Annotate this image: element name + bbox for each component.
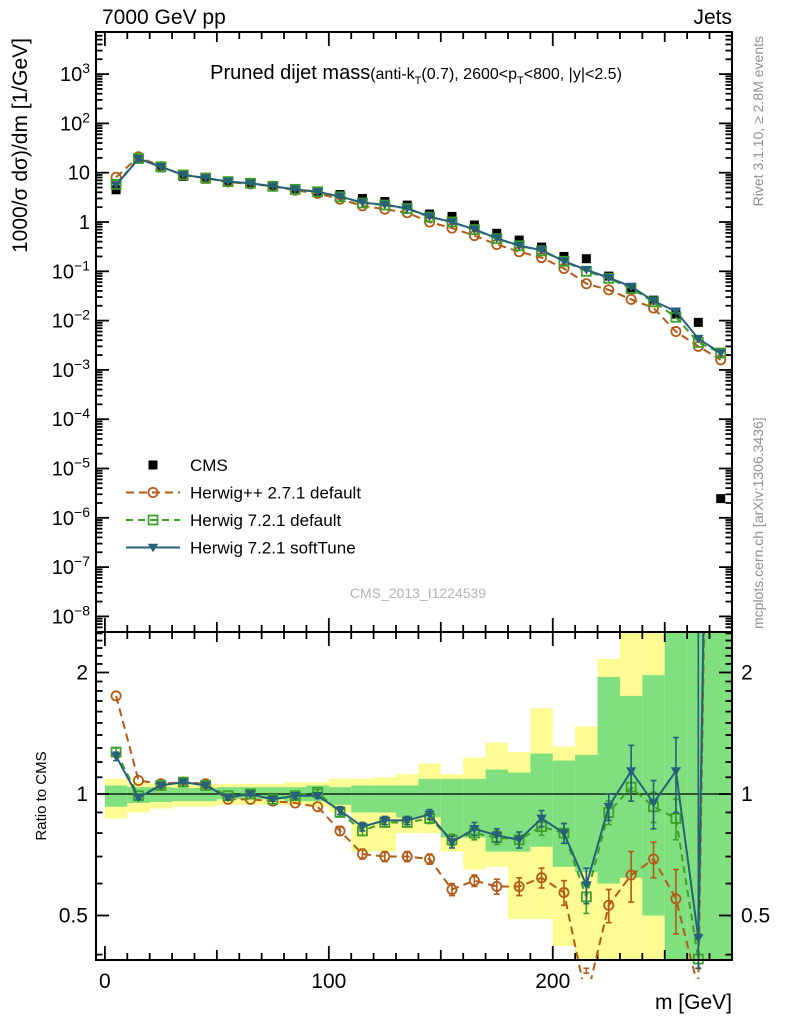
collision-header: 7000 GeV pp [102, 6, 226, 29]
y-axis-label-main: 1000/σ dσ)/dm [1/GeV] [9, 38, 32, 253]
main-series-cms [111, 153, 726, 504]
y-tick-label: 10−1 [52, 257, 90, 283]
ratio-tick-label-left: 1 [76, 783, 88, 806]
y-tick-label: 102 [60, 109, 90, 135]
main-plot-title: Pruned dijet mass(anti-kT(0.7), 2600<pT<… [210, 62, 622, 87]
legend-label: Herwig++ 2.7.1 default [190, 484, 361, 503]
legend-item-herwig-2-7-1-default: Herwig++ 2.7.1 default [126, 484, 361, 503]
ratio-series-herwig-7-2-1-softtune [110, 632, 705, 970]
ratio-tick-label-left: 0.5 [59, 905, 88, 928]
ratio-tick-label-right: 1 [741, 783, 753, 806]
y-tick-label: 103 [60, 60, 90, 86]
y-tick-label: 10−5 [52, 455, 90, 481]
y-tick-label: 1 [79, 212, 90, 234]
ratio-panel-frame [95, 631, 733, 961]
legend-item-herwig-7-2-1-default: Herwig 7.2.1 default [126, 511, 341, 530]
axis-tick-labels: 10310210110−110−210−310−410−510−610−710−… [52, 60, 770, 993]
ratio-uncertainty-bands [104, 632, 732, 960]
y-tick-label: 10−7 [52, 553, 90, 579]
legend: CMS Herwig++ 2.7.1 default Herwig 7.2.1 de… [126, 456, 361, 558]
legend-item-cms: CMS [148, 456, 228, 475]
mcplots-arxiv-text: mcplots.cern.ch [arXiv:1306.3436] [750, 417, 766, 629]
legend-label: Herwig 7.2.1 softTune [190, 539, 356, 558]
x-tick-label: 200 [535, 970, 570, 993]
main-series-herwig-7-2-1-softtune [110, 155, 726, 358]
y-tick-label: 10−2 [52, 307, 90, 333]
watermark: CMS_2013_I1224539 [350, 585, 486, 601]
x-axis-label: m [GeV] [655, 991, 732, 1014]
y-axis-label-ratio: Ratio to CMS [33, 751, 50, 840]
y-tick-label: 10−4 [52, 405, 90, 431]
y-tick-label: 10−3 [52, 356, 90, 382]
main-series-herwig-7-2-1-default [110, 153, 727, 359]
y-tick-label: 10−8 [52, 602, 90, 628]
rivet-version-text: Rivet 3.1.10, ≥ 2.8M events [750, 36, 766, 206]
legend-label: Herwig 7.2.1 default [190, 511, 341, 530]
x-tick-label: 100 [311, 970, 346, 993]
legend-item-herwig-7-2-1-softtune: Herwig 7.2.1 softTune [126, 539, 356, 558]
ratio-tick-label-left: 2 [76, 662, 88, 685]
x-tick-label: 0 [99, 970, 111, 993]
ratio-tick-label-right: 0.5 [741, 905, 770, 928]
ratio-series-herwig-2-7-1-default [110, 632, 706, 979]
axis-ticks [96, 32, 732, 960]
y-tick-label: 10−6 [52, 504, 90, 530]
legend-label: CMS [190, 456, 228, 475]
analysis-group-header: Jets [693, 6, 732, 29]
chart-canvas: 10310210110−110−210−310−410−510−610−710−… [52, 31, 770, 993]
ratio-tick-label-right: 2 [741, 662, 753, 685]
y-tick-label: 10 [68, 163, 90, 185]
main-series-herwig-2-7-1-default [110, 151, 727, 366]
